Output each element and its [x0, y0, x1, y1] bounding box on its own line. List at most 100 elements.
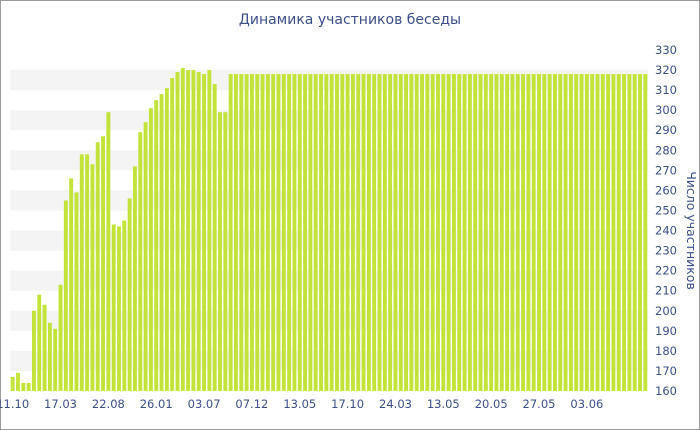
chart-title: Динамика участников беседы	[238, 12, 462, 28]
bar	[186, 70, 191, 391]
bar	[606, 74, 611, 391]
bar	[345, 74, 350, 391]
bar	[356, 74, 361, 391]
bar	[382, 74, 387, 391]
bar	[616, 74, 621, 391]
bar	[329, 74, 334, 391]
grid-band	[10, 70, 648, 91]
bar	[462, 74, 467, 391]
bar	[26, 382, 31, 391]
grid-band	[10, 270, 648, 291]
bar	[191, 70, 196, 391]
y-tick-label: 200	[655, 304, 677, 318]
y-tick-label: 250	[655, 204, 677, 218]
bar	[79, 154, 84, 391]
bar	[63, 200, 68, 391]
bar	[324, 74, 329, 391]
bar	[255, 74, 260, 391]
bar	[74, 192, 79, 391]
bar	[143, 122, 148, 392]
bar	[154, 100, 159, 392]
bar	[180, 68, 185, 392]
x-tick-label: 03.07	[188, 397, 221, 411]
bar	[574, 74, 579, 391]
bar	[521, 74, 526, 391]
x-tick-label: 03.06	[570, 397, 603, 411]
y-tick-label: 190	[655, 324, 677, 338]
bar	[239, 74, 244, 391]
grid-band	[10, 310, 648, 331]
bar	[542, 74, 547, 391]
bar	[218, 112, 222, 392]
bar	[297, 74, 302, 391]
bar	[276, 74, 281, 391]
y-tick-label: 240	[655, 224, 677, 238]
bar	[489, 74, 494, 391]
bar	[90, 164, 95, 391]
y-tick-label: 160	[655, 384, 677, 398]
x-tick-label: 17.10	[331, 397, 364, 411]
bar	[249, 74, 254, 391]
bar	[632, 74, 637, 391]
bar	[271, 74, 276, 391]
bar	[244, 74, 249, 391]
x-tick-label: 22.08	[92, 397, 125, 411]
grid-band	[10, 150, 648, 171]
bar	[467, 74, 472, 391]
bar	[510, 74, 515, 391]
bar	[425, 74, 430, 391]
bar	[483, 74, 488, 391]
bar	[101, 136, 105, 391]
bar	[350, 74, 355, 391]
bar	[595, 74, 600, 391]
bar	[568, 74, 573, 391]
bar	[42, 304, 47, 391]
bar	[164, 88, 169, 392]
bar	[117, 226, 121, 391]
bar	[600, 74, 605, 391]
bar	[53, 328, 58, 391]
bar	[340, 74, 345, 391]
y-tick-label: 280	[655, 143, 677, 157]
bar	[228, 74, 233, 391]
bar	[414, 74, 419, 391]
bar	[420, 74, 424, 391]
bar	[404, 74, 409, 391]
bar	[132, 166, 137, 391]
bar	[372, 74, 377, 391]
bar	[58, 284, 63, 391]
bar	[303, 74, 308, 391]
bar	[85, 154, 90, 391]
bar	[558, 74, 563, 391]
grid-band	[10, 230, 648, 251]
bar	[292, 74, 297, 391]
bar	[122, 220, 127, 391]
x-tick-label: 13.05	[283, 397, 316, 411]
y-tick-label: 320	[655, 63, 677, 77]
bar	[590, 74, 595, 391]
bar	[643, 74, 648, 391]
grid-band	[10, 350, 648, 371]
bar	[584, 74, 589, 391]
bar	[148, 108, 153, 392]
bar	[441, 74, 446, 391]
y-tick-label: 180	[655, 344, 677, 358]
bar	[170, 78, 175, 391]
y-tick-label: 220	[655, 264, 677, 278]
bar	[127, 198, 132, 391]
bar	[547, 74, 552, 391]
bar	[531, 74, 536, 391]
bar	[393, 74, 398, 391]
bar	[478, 74, 483, 391]
bar	[202, 74, 207, 391]
bar	[159, 94, 164, 391]
grid-band	[10, 190, 648, 211]
bar	[313, 74, 318, 391]
bar	[436, 74, 440, 391]
bar	[451, 74, 456, 391]
bar	[627, 74, 632, 391]
bar	[398, 74, 403, 391]
x-tick-label: 07.12	[235, 397, 268, 411]
bar	[499, 74, 504, 391]
bar	[175, 72, 180, 391]
